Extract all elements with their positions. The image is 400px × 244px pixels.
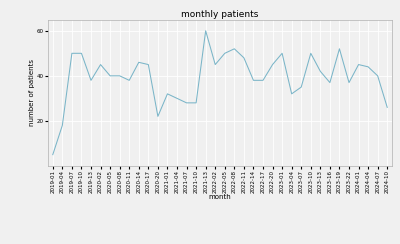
Y-axis label: number of patients: number of patients (30, 59, 36, 126)
X-axis label: month: month (209, 194, 231, 201)
Title: monthly patients: monthly patients (181, 10, 259, 19)
